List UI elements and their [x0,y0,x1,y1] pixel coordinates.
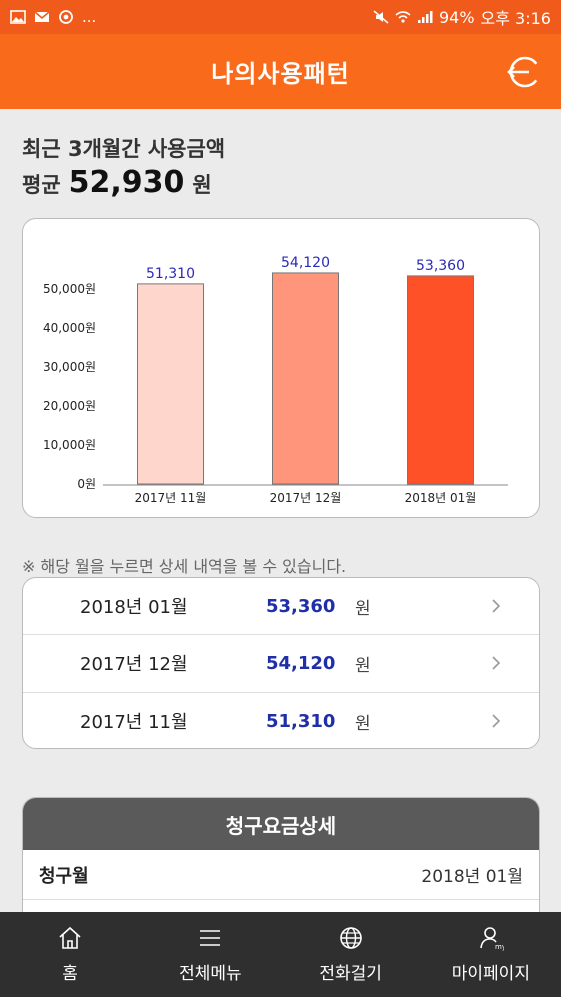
usage-chart: 0원 10,000원 20,000원 30,000원 40,000원 50,000원 51,… [22,218,540,518]
mail-icon [34,11,50,22]
detail-key: 청구월 [39,865,89,887]
signal-icon [417,11,433,23]
logout-icon[interactable] [505,54,541,90]
nav-label: 홈 [62,964,78,984]
month-row-2017-11[interactable]: 2017년 11월 51,310 원 [23,693,539,748]
gallery-icon [10,10,26,24]
y-tick-label: 20,000원 [43,399,96,413]
month-row-2018-01[interactable]: 2018년 01월 53,360 원 [23,578,539,636]
bar [272,272,339,485]
nav-label: 전체메뉴 [179,964,242,984]
y-tick-label: 50,000원 [43,282,96,296]
svg-text:my: my [495,943,504,951]
x-tick-label: 2017년 12월 [270,491,342,505]
month-amount: 53,360 [266,595,336,617]
month-row-2017-12[interactable]: 2017년 12월 54,120 원 [23,635,539,693]
status-bar: ... 94% 오후 3:16 [0,0,561,34]
bar-value-label: 51,310 [146,266,195,282]
month-label: 2018년 01월 [80,597,188,619]
page-title: 나의사용패턴 [211,60,350,88]
billing-detail-title: 청구요금상세 [23,798,539,850]
month-unit: 원 [355,598,371,619]
bar [137,283,204,485]
x-tick-label: 2017년 11월 [135,491,207,505]
average-unit: 원 [192,173,212,197]
month-amount: 51,310 [266,710,336,732]
menu-icon [200,930,221,946]
home-icon [59,926,81,949]
clock: 오후 3:16 [480,9,551,28]
mute-icon [373,10,389,24]
notice-text: ※ 해당 월을 누르면 상세 내역을 볼 수 있습니다. [22,557,347,576]
bar-chart: 0원 10,000원 20,000원 30,000원 40,000원 50,000원 51,… [43,255,508,505]
nav-all-menu[interactable]: 전체메뉴 [140,912,280,997]
chevron-right-icon [492,656,501,671]
app-header: 나의사용패턴 [0,34,561,109]
status-more: ... [82,8,97,26]
y-tick-label: 0원 [77,477,96,491]
sync-icon [59,10,73,24]
bottom-nav: 홈 전체메뉴 전화걸기 my 마이페이지 [0,912,561,997]
y-tick-label: 30,000원 [43,360,96,374]
month-label: 2017년 11월 [80,712,188,734]
bar-value-label: 53,360 [416,258,465,274]
person-icon: my [480,927,504,951]
wifi-icon [395,11,411,23]
nav-call[interactable]: 전화걸기 [281,912,421,997]
nav-home[interactable]: 홈 [0,912,140,997]
chevron-right-icon [492,599,501,613]
month-list: 2018년 01월 53,360 원 2017년 12월 54,120 원 20… [22,577,540,749]
nav-mypage[interactable]: my 마이페이지 [421,912,561,997]
month-unit: 원 [355,655,371,676]
y-tick-label: 10,000원 [43,438,96,452]
y-tick-label: 40,000원 [43,321,96,335]
chevron-right-icon [492,714,501,728]
nav-label: 전화걸기 [319,964,382,984]
detail-row-billing-month: 청구월 2018년 01월 [23,850,539,900]
x-tick-label: 2018년 01월 [405,491,477,505]
month-label: 2017년 12월 [80,654,188,676]
summary-title: 최근 3개월간 사용금액 [22,137,226,161]
average-amount: 평균 52,930 원 [22,165,212,200]
month-unit: 원 [355,713,371,734]
detail-value: 2018년 01월 [421,867,523,887]
globe-icon [339,927,362,949]
nav-label: 마이페이지 [451,964,530,984]
average-label: 평균 [22,173,61,197]
bar [407,275,474,485]
month-amount: 54,120 [266,652,336,674]
bar-value-label: 54,120 [281,255,330,271]
average-value: 52,930 [68,165,185,200]
battery-level: 94% [438,7,475,27]
